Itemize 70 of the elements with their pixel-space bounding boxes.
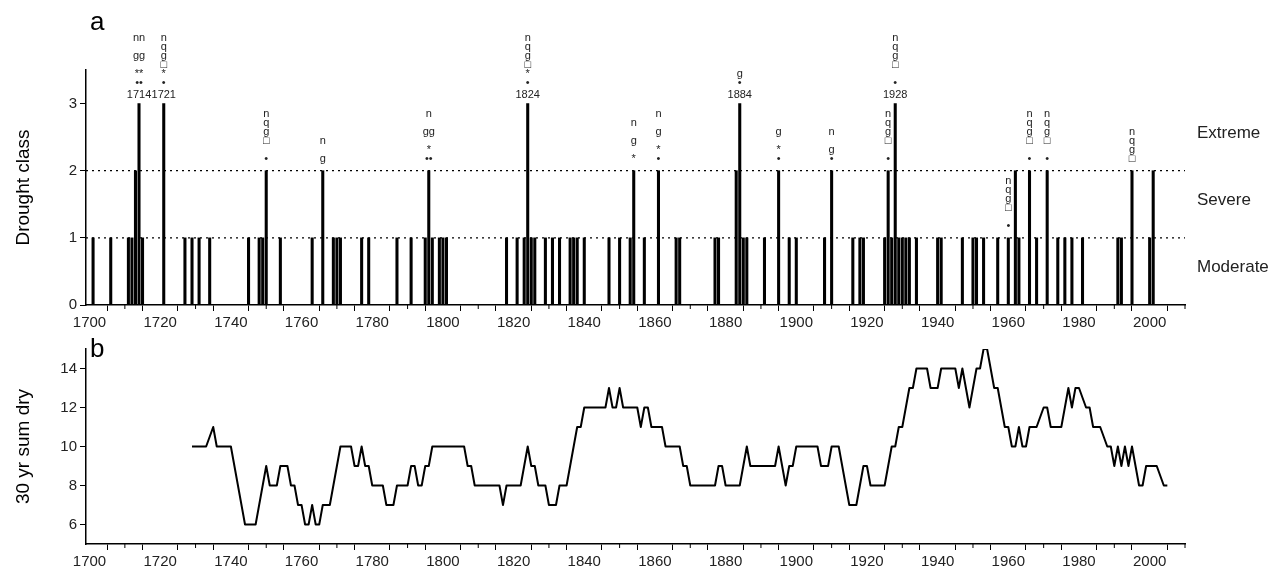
- text: Extreme: [1197, 123, 1261, 143]
- annotation: 1928: [882, 87, 908, 100]
- x-tick-label: 1900: [779, 552, 813, 570]
- annotation: 1884: [727, 87, 752, 100]
- annotation: n q g □ •: [262, 106, 270, 164]
- annotation: n q g □ * •: [160, 30, 168, 88]
- x-tick-label: 1720: [143, 313, 177, 331]
- annotation: n q g □: [1128, 124, 1136, 164]
- annotation: n q g □ •: [1043, 106, 1051, 164]
- x-tick-label: 1840: [567, 552, 601, 570]
- x-tick-label: 1760: [284, 552, 319, 570]
- x-tick-label: 1800: [426, 313, 460, 331]
- annotation: n q g □ •: [891, 30, 899, 88]
- y-tick-label: 12: [60, 397, 77, 415]
- text: Moderate: [1197, 257, 1269, 277]
- annotation: 1824: [515, 87, 540, 100]
- annotation: n g: [319, 133, 326, 164]
- x-tick-label: 1700: [72, 552, 107, 570]
- y-tick-label: 0: [68, 295, 77, 313]
- x-tick-label: 1860: [638, 552, 672, 570]
- x-tick-label: 1940: [920, 552, 955, 570]
- annotation: n q g □ •: [1004, 173, 1012, 231]
- annotation: n q g □ •: [884, 106, 892, 164]
- x-tick-label: 1960: [991, 552, 1025, 570]
- y-tick-label: 10: [60, 436, 77, 454]
- annotation: 1721: [151, 87, 176, 100]
- x-tick-label: 1940: [920, 313, 955, 331]
- chart-title: a: [90, 6, 105, 37]
- x-tick-label: 1720: [143, 552, 177, 570]
- x-tick-label: 1740: [214, 313, 248, 331]
- annotation: n q g □ * •: [524, 30, 532, 88]
- annotation: n q g □ •: [1026, 106, 1034, 164]
- x-tick-label: 1980: [1062, 552, 1096, 570]
- y-tick-label: 3: [68, 93, 77, 111]
- y-axis-title: Drought class: [11, 129, 33, 246]
- x-tick-label: 1780: [355, 552, 389, 570]
- x-tick-label: 1820: [496, 313, 531, 331]
- x-tick-label: 1860: [638, 313, 672, 331]
- y-tick-label: 1: [68, 228, 77, 245]
- x-tick-label: 1920: [850, 313, 884, 331]
- x-tick-label: 1840: [567, 313, 601, 331]
- annotation: n gg * ••: [422, 106, 435, 164]
- annotation: n g *: [630, 115, 637, 164]
- chart-title: b: [90, 333, 105, 364]
- x-tick-label: 1800: [426, 552, 460, 570]
- x-tick-label: 1920: [850, 552, 884, 570]
- annotation: g * •: [775, 124, 782, 164]
- x-tick-label: 1760: [284, 313, 319, 331]
- x-tick-label: 2000: [1132, 313, 1167, 331]
- x-tick-label: 1880: [708, 313, 743, 331]
- annotation: n g •: [828, 124, 835, 164]
- x-tick-label: 1960: [991, 313, 1025, 331]
- annotation: nn gg ** ••: [132, 30, 146, 88]
- annotation: g •: [736, 66, 743, 88]
- y-tick-label: 14: [60, 358, 77, 376]
- x-tick-label: 1780: [355, 313, 389, 331]
- text: Severe: [1197, 190, 1251, 210]
- annotation: 1714: [126, 87, 152, 100]
- x-tick-label: 1880: [708, 552, 743, 570]
- y-axis-title: 30 yr sum dry: [11, 388, 33, 505]
- y-tick-label: 2: [68, 160, 77, 178]
- x-tick-label: 1700: [72, 313, 107, 331]
- y-tick-label: 6: [68, 514, 77, 532]
- x-tick-label: 1820: [496, 552, 531, 570]
- x-tick-label: 1980: [1062, 313, 1096, 331]
- x-tick-label: 1740: [214, 552, 248, 570]
- x-tick-label: 1900: [779, 313, 813, 331]
- y-tick-label: 8: [68, 475, 77, 493]
- x-tick-label: 2000: [1132, 552, 1167, 570]
- annotation: n g * •: [655, 106, 662, 164]
